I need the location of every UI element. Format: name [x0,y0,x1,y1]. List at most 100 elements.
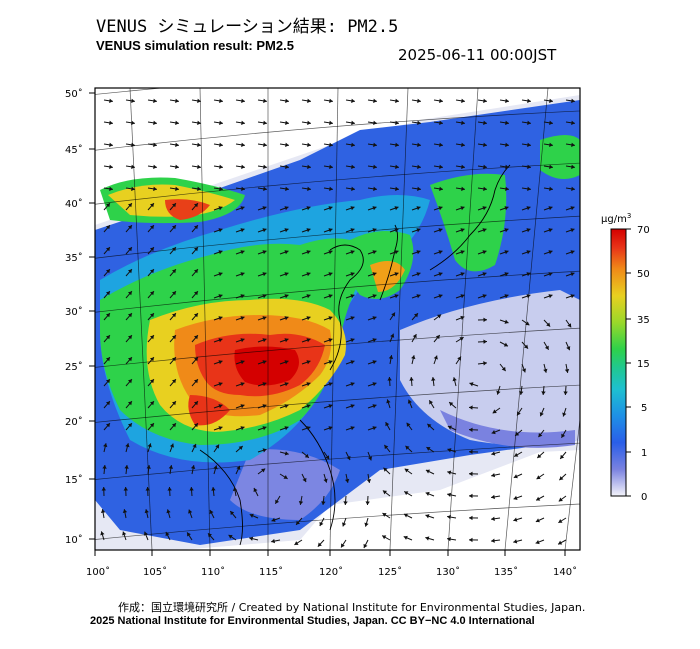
wind-arrow-head [385,422,390,427]
wind-arrow-head [317,542,322,547]
wind-arrow-head [294,541,299,545]
wind-arrow-head [328,338,333,343]
wind-arrow-head [409,377,414,381]
wind-arrow-head [193,357,198,362]
wind-arrow-head [209,509,214,515]
wind-arrow-head [153,98,157,103]
wind-arrow-head [425,491,430,497]
wind-arrow-head [166,509,171,514]
wind-arrow-head [197,186,201,191]
wind-arrow-head [549,186,553,191]
wind-arrow-head [101,487,106,491]
wind-arrow-head [501,366,506,372]
wind-arrow-head [262,250,267,255]
wind-arrow-head [175,142,179,147]
wind-arrow-head [382,513,387,517]
wind-arrow-head [346,455,351,461]
wind-arrow-head [570,228,575,233]
wind-arrow-head [306,250,311,255]
wind-arrow-head [387,377,392,381]
wind-arrow-head [262,294,267,299]
wind-arrow-head [275,499,280,504]
wind-arrow-head [284,382,289,387]
lat-label: 45˚ [65,144,83,156]
wind-arrow-head [240,360,245,365]
wind-arrow-head [262,316,267,321]
wind-arrow-head [504,228,509,233]
wind-arrow-head [187,532,191,537]
wind-arrow-head [483,164,487,169]
field-japan [430,173,507,272]
wind-arrow-head [548,250,553,255]
coastlines [199,164,511,546]
wind-arrow-head [193,335,198,340]
wind-arrow-head [145,487,150,491]
wind-arrow-head [329,98,333,103]
wind-arrow-head [241,164,245,169]
wind-arrow-head [570,250,575,255]
wind-arrow-head [306,338,311,343]
lon-label: 100˚ [86,566,110,578]
wind-arrow-head [149,379,154,384]
wind-arrow-head [394,294,399,299]
wind-arrow-head [171,247,176,252]
wind-arrow-head [171,203,176,208]
lat-label: 20˚ [65,416,83,428]
wind-arrow-head [372,316,377,321]
lat-label: 35˚ [65,252,83,264]
lon-label: 115˚ [259,566,283,578]
wind-arrow-head [350,382,355,387]
wind-arrow-head [105,401,110,406]
wind-arrow-head [263,186,267,191]
wind-arrow-head [350,360,355,365]
wind-arrow-head [329,120,333,125]
wind-arrow-head [149,357,154,362]
colorbar-tick-label: 50 [637,269,650,280]
wind-arrow-head [350,338,355,343]
wind-arrow-head [240,250,245,255]
wind-arrow-head [504,294,509,299]
wind-arrow-head [218,316,223,321]
wind-arrow-head [469,493,473,499]
wind-arrow-head [218,404,223,409]
wind-arrow-head [284,228,289,233]
wind-arrow-head [372,294,377,299]
wind-arrow-head [372,206,377,211]
wind-arrow-head [491,430,496,435]
wind-arrow-head [253,487,258,493]
wind-arrow-head [364,522,369,527]
wind-arrow-head [263,98,267,103]
wind-arrow-head [439,186,443,191]
wind-arrow-head [284,206,289,211]
wind-arrow-head [262,426,267,431]
wind-arrow-head [262,228,267,233]
wind-arrow-head [460,250,465,255]
wind-arrow-head [219,142,223,147]
wind-arrow-head [558,540,563,545]
wind-arrow-head [325,455,330,460]
wind-arrow-head [544,345,549,350]
map-frame-border [94,87,581,551]
wind-arrow-head [460,206,465,211]
wind-arrow-head [351,142,355,147]
wind-arrow-head [100,509,106,513]
wind-arrow-head [535,540,540,545]
wind-arrow-head [241,98,245,103]
wind-arrow-head [149,335,154,340]
wind-arrow-head [285,164,289,169]
wind-arrow-head [329,142,333,147]
wind-arrow-head [382,535,387,540]
wind-arrow-head [240,382,245,387]
wind-arrow-head [271,517,276,522]
wind-arrow-head [570,206,575,211]
wind-arrow-head [240,426,245,431]
wind-arrow-head [391,312,395,317]
wind-arrow-head [439,164,443,169]
wind-arrow-head [109,164,113,169]
lon-label: 110˚ [201,566,225,578]
wind-arrow-head [416,228,421,233]
wind-arrow-head [541,391,546,395]
wind-arrow-head [193,291,198,296]
wind-arrow-head [284,250,289,255]
wind-arrow-head [433,355,438,360]
